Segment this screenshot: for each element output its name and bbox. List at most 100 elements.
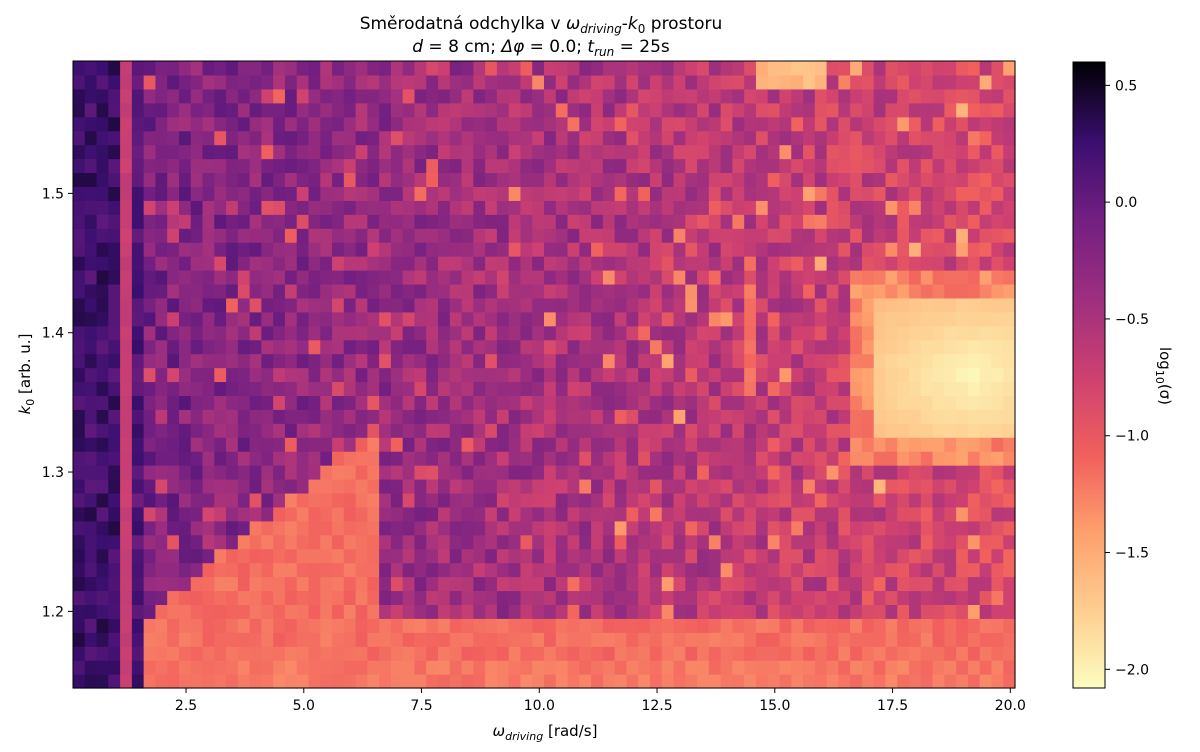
heatmap-cell — [897, 604, 910, 619]
heatmap-cell — [1003, 158, 1016, 174]
heatmap-cell — [602, 451, 616, 466]
heatmap-cell — [367, 172, 380, 187]
heatmap-cell — [956, 339, 969, 355]
heatmap-cell — [438, 381, 451, 396]
heatmap-cell — [343, 144, 357, 160]
heatmap-cell — [579, 381, 592, 396]
heatmap-cell — [237, 534, 251, 550]
heatmap-cell — [767, 116, 781, 132]
heatmap-cell — [767, 158, 781, 174]
heatmap-cell — [755, 423, 769, 438]
heatmap-cell — [508, 144, 522, 160]
heatmap-cell — [967, 395, 981, 410]
heatmap-cell — [850, 102, 863, 118]
heatmap-cell — [367, 353, 380, 369]
heatmap-cell — [544, 534, 557, 550]
heatmap-cell — [602, 297, 616, 313]
heatmap-cell — [979, 632, 993, 647]
heatmap-cell — [591, 297, 604, 313]
heatmap-cell — [555, 214, 569, 229]
heatmap-cell — [803, 562, 816, 578]
heatmap-cell — [602, 74, 616, 90]
heatmap-cell — [485, 451, 498, 466]
heatmap-cell — [744, 646, 757, 661]
heatmap-cell — [579, 242, 592, 257]
heatmap-cell — [979, 590, 993, 605]
heatmap-cell — [555, 200, 569, 215]
heatmap-cell — [355, 88, 368, 104]
heatmap-cell — [755, 102, 769, 118]
heatmap-cell — [155, 618, 168, 633]
heatmap-cell — [508, 381, 522, 396]
heatmap-cell — [850, 423, 863, 438]
heatmap-cell — [108, 270, 121, 285]
heatmap-cell — [178, 451, 192, 466]
heatmap-cell — [414, 409, 427, 424]
heatmap-cell — [143, 144, 157, 160]
heatmap-cell — [461, 437, 474, 452]
heatmap-cell — [649, 256, 663, 271]
heatmap-cell — [520, 367, 533, 383]
heatmap-cell — [461, 492, 474, 508]
heatmap-cell — [544, 451, 557, 466]
heatmap-cell — [873, 492, 887, 508]
heatmap-cell — [178, 144, 192, 160]
heatmap-cell — [967, 297, 981, 313]
heatmap-cell — [755, 228, 769, 243]
heatmap-cell — [779, 534, 792, 550]
heatmap-cell — [803, 325, 816, 341]
heatmap-cell — [379, 632, 392, 647]
heatmap-cell — [449, 339, 463, 355]
heatmap-cell — [732, 562, 745, 578]
heatmap-cell — [273, 562, 286, 578]
heatmap-cell — [791, 172, 804, 187]
heatmap-cell — [779, 646, 792, 661]
heatmap-cell — [626, 61, 639, 76]
heatmap-cell — [414, 144, 427, 160]
heatmap-cell — [214, 409, 227, 424]
heatmap-cell — [261, 325, 274, 341]
heatmap-cell — [532, 423, 545, 438]
heatmap-cell — [473, 242, 486, 257]
heatmap-cell — [555, 339, 569, 355]
heatmap-cell — [720, 618, 733, 633]
heatmap-cell — [567, 116, 580, 132]
heatmap-cell — [367, 228, 380, 243]
heatmap-cell — [991, 562, 1004, 578]
heatmap-cell — [555, 102, 569, 118]
heatmap-cell — [567, 479, 580, 494]
heatmap-cell — [178, 242, 192, 257]
heatmap-cell — [343, 283, 357, 299]
heatmap-cell — [697, 674, 710, 689]
heatmap-cell — [284, 116, 298, 132]
heatmap-cell — [226, 576, 239, 592]
heatmap-cell — [414, 256, 427, 271]
heatmap-cell — [261, 214, 274, 229]
heatmap-cell — [96, 562, 109, 578]
heatmap-cell — [661, 409, 675, 424]
heatmap-cell — [755, 534, 769, 550]
heatmap-cell — [673, 88, 686, 104]
heatmap-cell — [567, 576, 580, 592]
heatmap-cell — [944, 423, 957, 438]
heatmap-cell — [473, 172, 486, 187]
heatmap-cell — [226, 451, 239, 466]
heatmap-cell — [626, 520, 639, 536]
heatmap-cell — [897, 590, 910, 605]
heatmap-cell — [167, 674, 180, 689]
heatmap-cell — [143, 270, 157, 285]
heatmap-cell — [120, 381, 133, 396]
heatmap-cell — [897, 492, 910, 508]
heatmap-cell — [273, 256, 286, 271]
heatmap-cell — [379, 88, 392, 104]
heatmap-cell — [390, 520, 404, 536]
heatmap-cell — [779, 270, 792, 285]
heatmap-cell — [850, 116, 863, 132]
heatmap-cell — [508, 228, 522, 243]
heatmap-cell — [649, 367, 663, 383]
heatmap-cell — [96, 395, 109, 410]
heatmap-cell — [249, 646, 262, 661]
heatmap-cell — [332, 297, 345, 313]
heatmap-cell — [273, 353, 286, 369]
heatmap-cell — [626, 548, 639, 564]
